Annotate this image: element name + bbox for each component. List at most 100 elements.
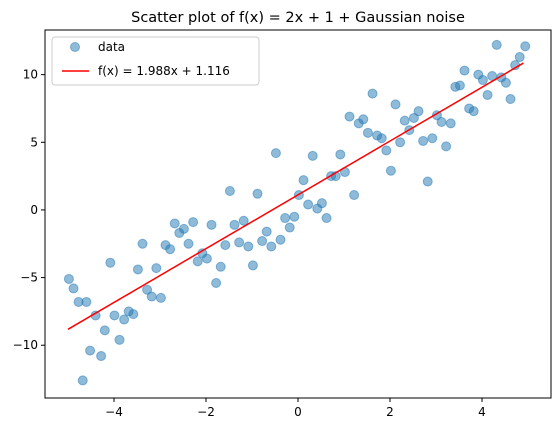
data-point	[119, 314, 130, 325]
data-point	[514, 52, 525, 63]
y-tick-label: 10	[23, 68, 38, 82]
data-point	[77, 375, 88, 386]
data-point	[321, 213, 332, 224]
data-point	[169, 218, 180, 229]
data-point	[349, 190, 360, 201]
data-point	[257, 236, 268, 247]
data-point	[81, 296, 92, 307]
data-point	[96, 351, 107, 362]
data-point	[468, 106, 479, 117]
x-tick-label: 2	[386, 405, 394, 419]
data-point	[211, 278, 222, 288]
data-point	[238, 215, 249, 226]
data-point	[142, 284, 153, 295]
data-point	[381, 145, 392, 156]
legend-data-marker	[70, 42, 80, 52]
data-point	[280, 213, 291, 224]
legend-box	[51, 36, 260, 86]
data-point	[243, 241, 254, 252]
data-point	[367, 88, 378, 99]
data-point	[137, 238, 148, 249]
data-point	[155, 292, 166, 303]
x-tick-label: 0	[294, 405, 302, 419]
data-point	[289, 211, 300, 222]
data-point	[224, 186, 235, 196]
data-point	[413, 106, 424, 117]
data-points	[63, 39, 531, 386]
data-point	[109, 310, 120, 321]
y-tick-label: −5	[20, 271, 38, 285]
data-point	[459, 65, 470, 76]
data-point	[206, 219, 217, 230]
data-point	[252, 188, 263, 199]
data-point	[358, 114, 369, 125]
data-point	[85, 345, 96, 356]
data-point	[99, 325, 110, 336]
x-axis: −4 −2 0 2 4	[105, 398, 486, 419]
data-point	[399, 115, 410, 126]
data-point	[520, 41, 531, 52]
data-point	[390, 99, 401, 110]
data-point	[445, 118, 456, 129]
data-point	[201, 253, 212, 264]
data-point	[146, 291, 157, 302]
x-tick-label: −4	[105, 405, 123, 419]
data-point	[427, 133, 438, 144]
data-point	[284, 222, 295, 233]
y-tick-label: 5	[30, 135, 38, 149]
data-point	[229, 219, 240, 230]
data-point	[165, 244, 176, 255]
y-tick-label: −10	[13, 338, 38, 352]
data-point	[344, 111, 355, 122]
data-point	[408, 112, 419, 123]
data-point	[362, 127, 373, 138]
data-point	[441, 141, 452, 152]
data-point	[178, 223, 189, 234]
data-point	[395, 137, 406, 148]
data-point	[500, 77, 511, 88]
data-point	[505, 94, 516, 104]
data-point	[307, 150, 318, 161]
data-point	[316, 198, 327, 209]
data-point	[188, 217, 199, 228]
data-point	[275, 234, 286, 245]
legend: data f(x) = 1.988x + 1.116	[51, 36, 260, 86]
legend-line-label: f(x) = 1.988x + 1.116	[98, 64, 230, 78]
data-point	[114, 334, 125, 345]
data-point	[298, 175, 309, 186]
data-point	[335, 149, 346, 160]
x-tick-label: −2	[197, 405, 215, 419]
chart-title: Scatter plot of f(x) = 2x + 1 + Gaussian…	[131, 10, 465, 26]
data-point	[376, 133, 387, 144]
data-point	[234, 237, 245, 248]
data-point	[482, 89, 493, 100]
data-point	[247, 260, 258, 271]
data-point	[261, 226, 272, 237]
data-point	[436, 117, 447, 127]
data-point	[270, 148, 281, 159]
data-point	[183, 238, 194, 249]
data-point	[128, 309, 139, 320]
data-point	[68, 283, 79, 294]
x-tick-label: 4	[478, 405, 486, 419]
data-point	[215, 261, 226, 272]
data-point	[491, 39, 502, 50]
data-point	[385, 165, 396, 176]
data-point	[63, 273, 74, 284]
legend-data-label: data	[98, 40, 125, 54]
y-tick-label: 0	[30, 203, 38, 217]
data-point	[192, 256, 203, 267]
y-axis: −10 −5 0 5 10	[13, 68, 45, 352]
data-point	[132, 264, 143, 275]
fit-line	[67, 62, 524, 330]
data-point	[422, 176, 433, 187]
data-point	[418, 135, 429, 146]
fit-line-group	[67, 62, 524, 330]
data-point	[477, 75, 488, 86]
data-point	[303, 199, 314, 210]
data-point	[220, 240, 231, 251]
data-point	[151, 263, 162, 274]
data-point	[266, 241, 277, 252]
data-point	[105, 257, 116, 268]
